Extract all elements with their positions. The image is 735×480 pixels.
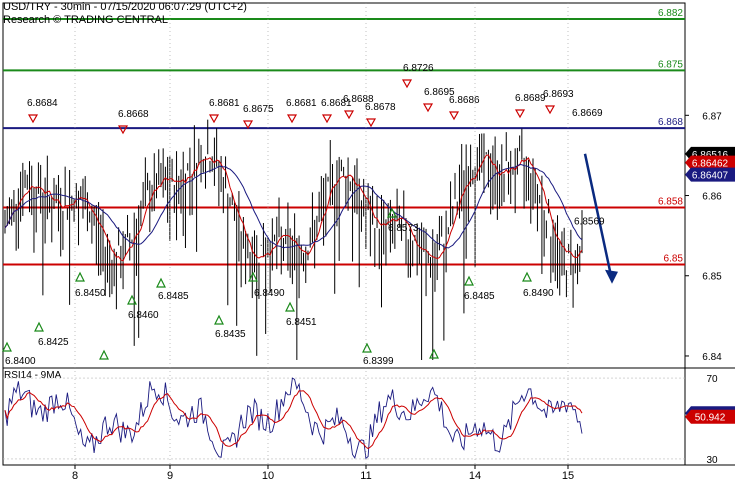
low-marker — [2, 341, 12, 352]
high-marker — [321, 114, 333, 124]
high-label: 6.8681 — [321, 98, 352, 109]
high-marker — [286, 114, 298, 124]
high-marker — [448, 111, 460, 121]
low-marker — [99, 349, 109, 360]
low-marker — [248, 271, 258, 282]
high-label: 6.8689 — [515, 93, 546, 104]
level-label: 6.858 — [658, 197, 683, 208]
rsi-axis-tick-label: 70 — [706, 374, 718, 385]
high-marker — [242, 120, 254, 130]
high-label: 6.8686 — [449, 95, 480, 106]
low-label: 6.8425 — [38, 337, 69, 348]
low-label: 6.8490 — [254, 288, 285, 299]
high-marker — [117, 125, 129, 135]
x-tick-label: 8 — [72, 470, 78, 480]
price-axis-tick-label: 6.84 — [702, 352, 722, 363]
level-label: 6.875 — [658, 59, 683, 70]
low-marker — [127, 294, 137, 305]
low-label: 6.8460 — [128, 310, 159, 321]
low-marker — [214, 314, 224, 325]
low-marker — [429, 348, 439, 359]
high-marker — [208, 114, 220, 124]
chart-source: Research © TRADING CENTRAL — [3, 14, 168, 26]
low-marker — [362, 342, 372, 353]
low-label: 6.8451 — [286, 317, 317, 328]
price-axis-tick-label: 6.85 — [702, 272, 722, 283]
x-tick-label: 15 — [562, 470, 574, 480]
price-axis-tick-label: 6.87 — [702, 111, 722, 122]
low-label: 6.8400 — [5, 356, 36, 367]
high-marker — [401, 79, 413, 89]
price-tag-label: 6.86516 — [692, 150, 729, 161]
projection-arrow — [583, 153, 613, 277]
chart-title: USD/TRY - 30min - 07/15/2020 06:07:29 (U… — [3, 1, 247, 13]
low-label: 6.8399 — [363, 356, 394, 367]
low-label: 6.8485 — [158, 291, 189, 302]
ma-fast-line — [4, 154, 583, 262]
high-label: 6.8681 — [209, 98, 240, 109]
ma-slow-line — [4, 163, 583, 249]
projection-target-label: 6.8569 — [574, 216, 605, 227]
high-label: 6.8668 — [118, 109, 149, 120]
high-marker — [343, 110, 355, 120]
low-label: 6.8435 — [215, 329, 246, 340]
high-label: 6.8695 — [424, 87, 455, 98]
high-marker — [422, 103, 434, 113]
price-tag-label: 6.86462 — [692, 159, 729, 170]
rsi-value-label: 50.942 — [695, 413, 726, 424]
low-marker — [285, 301, 295, 312]
price-tag-label: 6.86407 — [692, 171, 729, 182]
low-label: 6.8490 — [523, 288, 554, 299]
high-label: 6.8693 — [543, 89, 574, 100]
high-label: 6.8678 — [365, 102, 396, 113]
high-marker — [514, 109, 526, 119]
high-label: 6.8669 — [572, 108, 603, 119]
x-tick-label: 9 — [167, 470, 173, 480]
level-label: 6.868 — [658, 117, 683, 128]
rsi-ma-line — [4, 390, 583, 450]
x-tick-label: 14 — [469, 470, 481, 480]
rsi-value-tag — [685, 409, 735, 424]
high-label: 6.8726 — [403, 63, 434, 74]
low-label: 6.8485 — [464, 291, 495, 302]
price-tag — [685, 167, 735, 182]
high-label: 6.8675 — [243, 104, 274, 115]
low-label: 6.8450 — [75, 288, 106, 299]
low-marker — [464, 275, 474, 286]
level-label: 6.882 — [658, 8, 683, 19]
low-marker — [522, 271, 532, 282]
high-marker — [365, 118, 377, 128]
high-marker — [27, 114, 39, 124]
rsi-title: RSI14 - 9MA — [4, 370, 62, 381]
rsi-axis-tick-label: 30 — [706, 455, 718, 466]
price-axis-tick-label: 6.86 — [702, 192, 722, 203]
x-tick-label: 11 — [360, 470, 371, 480]
level-label: 6.85 — [664, 254, 684, 265]
low-marker — [75, 271, 85, 282]
high-label: 6.8688 — [343, 94, 374, 105]
low-label: 6.8573 — [388, 223, 419, 234]
high-label: 6.8684 — [27, 98, 58, 109]
x-tick-label: 10 — [262, 470, 274, 480]
high-marker — [544, 105, 556, 115]
low-marker — [387, 207, 397, 218]
low-marker — [156, 277, 166, 288]
high-label: 6.8681 — [286, 98, 317, 109]
price-tag — [685, 155, 735, 170]
projection-arrow-head — [605, 269, 618, 284]
rsi-line — [4, 377, 583, 460]
low-marker — [34, 321, 44, 332]
